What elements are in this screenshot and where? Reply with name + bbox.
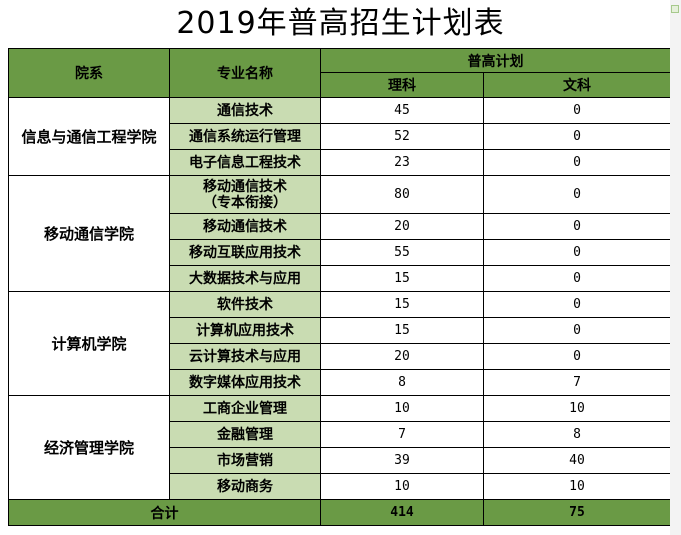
total-label: 合计 [8, 499, 321, 526]
science-cell: 45 [320, 97, 484, 124]
college-cell: 计算机学院 [8, 291, 170, 396]
major-cell: 市场营销 [169, 447, 321, 474]
table-row: 移动通信学院 移动通信技术 （专本衔接） 80 0 [8, 175, 671, 292]
science-cell: 20 [320, 213, 484, 240]
major-line-1: 移动通信技术 [203, 178, 287, 195]
table-row: 大数据技术与应用 15 0 [9, 265, 671, 292]
table-row: 移动通信技术 20 0 [9, 213, 671, 240]
major-cell: 大数据技术与应用 [169, 265, 321, 292]
arts-cell: 40 [483, 447, 671, 474]
major-cell: 移动互联应用技术 [169, 239, 321, 266]
arts-cell: 0 [483, 343, 671, 370]
total-science: 414 [320, 499, 484, 526]
science-cell: 55 [320, 239, 484, 266]
major-cell: 移动通信技术 （专本衔接） [169, 175, 321, 214]
table-row: 移动互联应用技术 55 0 [9, 239, 671, 266]
window-edge-strip [670, 0, 681, 535]
resize-handle-icon [671, 5, 679, 13]
science-cell: 10 [320, 395, 484, 422]
major-cell: 电子信息工程技术 [169, 149, 321, 176]
table-row: 电子信息工程技术 23 0 [9, 149, 671, 176]
table-row: 信息与通信工程学院 通信技术 45 0 [8, 97, 671, 176]
arts-cell: 0 [483, 97, 671, 124]
header-college: 院系 [8, 48, 170, 98]
arts-cell: 8 [483, 421, 671, 448]
college-cell: 经济管理学院 [8, 395, 170, 500]
table-row: 经济管理学院 工商企业管理 10 10 [8, 395, 671, 500]
arts-cell: 0 [483, 265, 671, 292]
major-line-2: （专本衔接） [203, 194, 287, 211]
arts-cell: 0 [483, 239, 671, 266]
science-cell: 52 [320, 123, 484, 150]
major-cell: 金融管理 [169, 421, 321, 448]
major-cell: 通信技术 [169, 97, 321, 124]
arts-cell: 0 [483, 123, 671, 150]
science-cell: 15 [320, 265, 484, 292]
college-cell: 移动通信学院 [8, 175, 170, 292]
total-row: 合计 414 75 [8, 499, 671, 526]
arts-cell: 0 [483, 317, 671, 344]
science-cell: 15 [320, 317, 484, 344]
arts-cell: 0 [483, 149, 671, 176]
total-arts: 75 [483, 499, 671, 526]
major-cell: 工商企业管理 [169, 395, 321, 422]
arts-cell: 7 [483, 369, 671, 396]
arts-cell: 10 [483, 395, 671, 422]
arts-cell: 0 [483, 175, 671, 214]
table-row: 计算机应用技术 15 0 [9, 317, 671, 344]
enrollment-plan-table: 院系 专业名称 普高计划 理科 文科 信息与通信工程学院 通信技术 45 0 通… [8, 48, 671, 526]
header-arts: 文科 [483, 72, 671, 98]
major-cell: 通信系统运行管理 [169, 123, 321, 150]
major-cell: 计算机应用技术 [169, 317, 321, 344]
header-science: 理科 [320, 72, 484, 98]
table-row: 数字媒体应用技术 8 7 [9, 369, 671, 396]
major-cell: 软件技术 [169, 291, 321, 318]
table-row: 移动商务 10 10 [9, 473, 671, 500]
science-cell: 39 [320, 447, 484, 474]
science-cell: 20 [320, 343, 484, 370]
science-cell: 10 [320, 473, 484, 500]
page-title: 2019年普高招生计划表 [176, 6, 505, 41]
college-cell: 信息与通信工程学院 [8, 97, 170, 176]
science-cell: 80 [320, 175, 484, 214]
table-row: 市场营销 39 40 [9, 447, 671, 474]
major-cell: 移动商务 [169, 473, 321, 500]
arts-cell: 0 [483, 291, 671, 318]
table-row: 通信系统运行管理 52 0 [9, 123, 671, 150]
science-cell: 23 [320, 149, 484, 176]
header-major: 专业名称 [169, 48, 321, 98]
arts-cell: 0 [483, 213, 671, 240]
major-cell: 数字媒体应用技术 [169, 369, 321, 396]
table-row: 计算机学院 软件技术 15 0 [8, 291, 671, 396]
science-cell: 7 [320, 421, 484, 448]
table-row: 云计算技术与应用 20 0 [9, 343, 671, 370]
major-cell: 移动通信技术 [169, 213, 321, 240]
arts-cell: 10 [483, 473, 671, 500]
science-cell: 8 [320, 369, 484, 396]
major-cell: 云计算技术与应用 [169, 343, 321, 370]
science-cell: 15 [320, 291, 484, 318]
header-plan: 普高计划 [320, 48, 671, 73]
